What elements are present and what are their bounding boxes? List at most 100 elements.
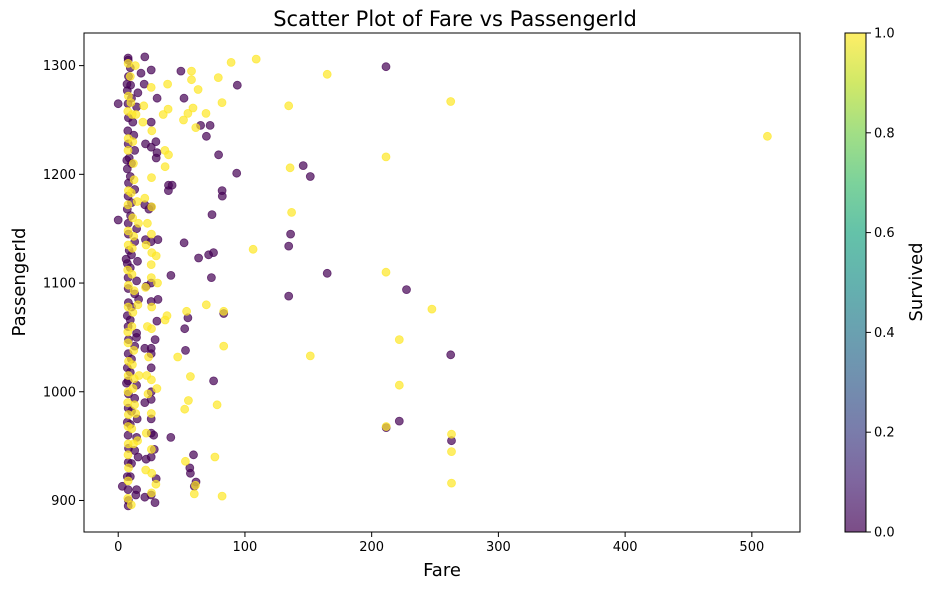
y-tick-label: 1200 xyxy=(43,168,76,183)
data-point-survived-0 xyxy=(209,376,219,386)
data-point-survived-0 xyxy=(146,117,156,127)
data-point-survived-1 xyxy=(129,231,139,241)
colorbar-axis: 0.0 0.2 0.4 0.6 0.8 1.0 xyxy=(866,27,895,541)
x-tick-label: 300 xyxy=(486,540,511,555)
data-point-survived-0 xyxy=(113,215,123,225)
data-point-survived-0 xyxy=(150,335,160,345)
colorbar-tick-label: 0.4 xyxy=(874,326,895,341)
data-point-survived-0 xyxy=(153,294,163,304)
data-point-survived-1 xyxy=(129,345,139,355)
data-point-survived-0 xyxy=(298,161,308,171)
data-point-survived-1 xyxy=(129,286,139,296)
data-point-survived-0 xyxy=(284,241,294,251)
data-point-survived-1 xyxy=(141,282,150,292)
data-point-survived-1 xyxy=(217,98,227,107)
data-point-survived-1 xyxy=(219,341,229,351)
chart-title: Scatter Plot of Fare vs PassengerId xyxy=(273,7,637,31)
data-point-survived-1 xyxy=(143,389,153,399)
data-point-survived-1 xyxy=(191,123,201,132)
data-point-survived-1 xyxy=(133,436,143,446)
y-tick-label: 1100 xyxy=(43,277,76,292)
data-point-survived-1 xyxy=(127,322,137,331)
data-point-survived-0 xyxy=(179,93,189,103)
data-point-survived-1 xyxy=(152,384,162,393)
data-point-survived-0 xyxy=(153,235,163,245)
data-point-survived-0 xyxy=(402,285,411,295)
data-point-survived-0 xyxy=(123,430,133,440)
data-point-survived-1 xyxy=(185,372,195,381)
data-point-survived-1 xyxy=(226,58,236,67)
data-point-survived-0 xyxy=(167,180,177,190)
y-tick-label: 1000 xyxy=(43,385,76,400)
data-point-survived-1 xyxy=(187,66,196,76)
data-point-survived-0 xyxy=(217,191,227,201)
x-axis: 0 100 200 300 400 500 xyxy=(114,532,764,555)
data-point-survived-0 xyxy=(179,238,189,248)
data-point-survived-1 xyxy=(139,101,149,111)
data-point-survived-0 xyxy=(140,52,150,62)
data-point-survived-1 xyxy=(173,352,183,362)
data-point-survived-1 xyxy=(427,304,437,314)
data-point-survived-0 xyxy=(214,150,224,160)
data-point-survived-1 xyxy=(284,101,294,111)
data-point-survived-0 xyxy=(146,363,156,373)
data-point-survived-0 xyxy=(166,432,176,442)
data-point-survived-0 xyxy=(181,345,190,355)
data-point-survived-1 xyxy=(381,267,391,277)
data-point-survived-0 xyxy=(180,324,190,334)
data-point-survived-1 xyxy=(123,450,133,460)
colorbar-tick-label: 0.0 xyxy=(874,526,895,541)
data-point-survived-0 xyxy=(121,254,131,264)
data-point-survived-1 xyxy=(188,103,198,113)
data-point-survived-1 xyxy=(147,126,157,136)
data-point-survived-1 xyxy=(131,110,141,119)
data-point-survived-1 xyxy=(163,104,173,114)
data-point-survived-1 xyxy=(180,456,190,466)
data-point-survived-0 xyxy=(286,229,296,239)
data-point-survived-1 xyxy=(394,335,404,345)
data-point-survived-1 xyxy=(210,452,220,462)
data-point-survived-1 xyxy=(126,98,136,107)
data-point-survived-1 xyxy=(126,500,136,510)
data-point-survived-0 xyxy=(185,468,195,478)
data-point-survived-0 xyxy=(205,121,215,130)
data-point-survived-0 xyxy=(176,66,186,76)
data-point-survived-1 xyxy=(182,306,192,316)
data-point-survived-1 xyxy=(201,300,211,310)
data-point-survived-1 xyxy=(130,61,140,70)
data-point-survived-0 xyxy=(146,452,156,462)
data-point-survived-1 xyxy=(189,489,199,499)
data-point-survived-0 xyxy=(284,291,294,301)
data-point-survived-1 xyxy=(125,72,135,81)
data-point-survived-1 xyxy=(219,306,229,316)
data-point-survived-1 xyxy=(183,109,193,118)
data-point-survived-1 xyxy=(144,352,154,362)
data-point-survived-1 xyxy=(248,244,258,254)
y-axis: 900 1000 1100 1200 1300 xyxy=(43,59,84,509)
x-axis-title: Fare xyxy=(423,560,461,581)
x-tick-label: 400 xyxy=(613,540,638,555)
data-point-survived-1 xyxy=(128,384,138,393)
y-tick-label: 900 xyxy=(51,494,76,509)
data-point-survived-1 xyxy=(163,79,173,89)
data-point-survived-1 xyxy=(141,240,151,250)
data-point-survived-1 xyxy=(146,83,156,92)
data-point-survived-0 xyxy=(122,79,132,89)
data-point-survived-0 xyxy=(232,168,242,178)
data-point-survived-1 xyxy=(128,137,138,147)
data-point-survived-0 xyxy=(207,210,217,220)
data-point-survived-1 xyxy=(128,213,138,223)
data-point-survived-1 xyxy=(141,428,151,438)
data-point-survived-1 xyxy=(201,109,211,118)
data-point-survived-1 xyxy=(146,273,156,283)
points-layer xyxy=(113,52,772,511)
data-point-survived-0 xyxy=(152,93,162,103)
data-point-survived-1 xyxy=(305,351,315,361)
data-point-survived-1 xyxy=(251,54,261,64)
data-point-survived-0 xyxy=(132,276,142,286)
data-point-survived-0 xyxy=(122,378,131,388)
data-point-survived-1 xyxy=(147,488,156,498)
data-point-survived-1 xyxy=(123,145,133,155)
data-point-survived-1 xyxy=(146,375,156,385)
